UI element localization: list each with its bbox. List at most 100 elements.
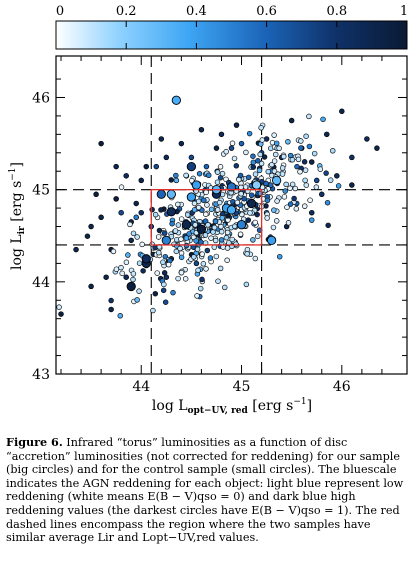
sample-point <box>246 198 257 209</box>
control-point <box>136 288 142 294</box>
control-point <box>194 293 200 299</box>
control-point <box>204 202 210 208</box>
control-point <box>207 255 214 261</box>
control-point <box>323 170 329 176</box>
control-point <box>175 275 181 282</box>
control-point <box>289 181 296 188</box>
control-point <box>214 169 221 175</box>
control-point <box>364 136 370 142</box>
control-point <box>58 311 64 317</box>
control-point <box>88 283 94 290</box>
control-point <box>224 229 231 236</box>
control-point <box>325 222 331 229</box>
control-point <box>118 184 125 190</box>
colorbar-tick-label: 0 <box>56 4 64 19</box>
control-point <box>152 244 158 251</box>
sample-point <box>186 192 197 202</box>
y-tick-label: 46 <box>32 90 50 106</box>
sample-point <box>186 161 197 172</box>
control-point <box>298 138 304 144</box>
control-point <box>292 185 299 192</box>
control-point <box>244 251 250 257</box>
red-box <box>150 189 263 246</box>
control-point <box>317 166 324 172</box>
control-point <box>212 218 219 225</box>
control-point <box>192 222 198 228</box>
control-point <box>214 207 221 213</box>
control-point <box>193 238 199 244</box>
control-point <box>113 163 119 170</box>
control-point <box>161 270 168 276</box>
control-point <box>254 211 260 218</box>
control-point <box>218 228 225 235</box>
control-point <box>117 312 123 319</box>
control-point <box>119 270 125 277</box>
control-point <box>170 289 176 296</box>
control-point <box>271 132 277 138</box>
control-point <box>287 185 293 192</box>
control-point <box>161 230 168 236</box>
control-point <box>165 261 172 268</box>
control-point <box>98 214 104 221</box>
control-point <box>155 234 162 240</box>
control-point <box>295 156 302 163</box>
control-point <box>162 253 169 260</box>
control-point <box>285 220 292 226</box>
control-point <box>163 274 170 280</box>
control-point <box>169 220 175 227</box>
control-point <box>214 179 221 185</box>
control-point <box>280 153 287 160</box>
control-point <box>257 151 263 158</box>
control-point <box>319 191 325 198</box>
control-point <box>243 281 250 288</box>
control-point <box>56 304 62 310</box>
control-point <box>143 163 150 170</box>
control-point <box>108 306 114 313</box>
control-point <box>204 247 211 254</box>
control-point <box>293 206 300 212</box>
y-tick-label: 44 <box>32 275 50 291</box>
control-point <box>289 157 296 163</box>
control-point <box>98 140 104 147</box>
control-point <box>243 149 249 156</box>
control-point <box>238 140 245 147</box>
control-point <box>308 209 315 216</box>
control-point <box>255 233 261 240</box>
control-point <box>258 160 265 167</box>
control-point <box>130 230 137 237</box>
control-point <box>139 241 145 248</box>
sample-point <box>156 189 166 199</box>
x-tick-label: 46 <box>333 379 351 395</box>
control-point <box>250 153 256 159</box>
control-point <box>152 290 159 297</box>
control-point <box>234 199 241 206</box>
caption-text: Infrared “torus” luminosities as a funct… <box>6 436 404 545</box>
control-point <box>252 171 259 177</box>
control-point <box>267 182 274 188</box>
control-point <box>213 145 220 151</box>
control-point <box>197 285 204 292</box>
control-point <box>177 245 183 252</box>
control-point <box>250 164 257 170</box>
control-point <box>191 254 197 260</box>
control-point <box>93 191 99 198</box>
control-point <box>335 183 342 189</box>
control-point <box>113 266 120 272</box>
control-point <box>219 170 226 177</box>
sample-point <box>236 220 247 230</box>
control-point <box>182 276 189 282</box>
control-point <box>273 218 280 224</box>
control-point <box>291 195 297 202</box>
control-point <box>213 253 220 260</box>
control-point <box>130 276 136 283</box>
control-point <box>178 269 185 276</box>
control-point <box>259 137 265 143</box>
control-point <box>252 219 258 226</box>
control-point <box>245 217 252 223</box>
control-point <box>140 268 146 274</box>
control-point <box>218 223 224 230</box>
control-point <box>224 257 230 263</box>
control-point <box>308 217 315 223</box>
control-point <box>349 154 355 161</box>
control-point <box>237 231 244 238</box>
